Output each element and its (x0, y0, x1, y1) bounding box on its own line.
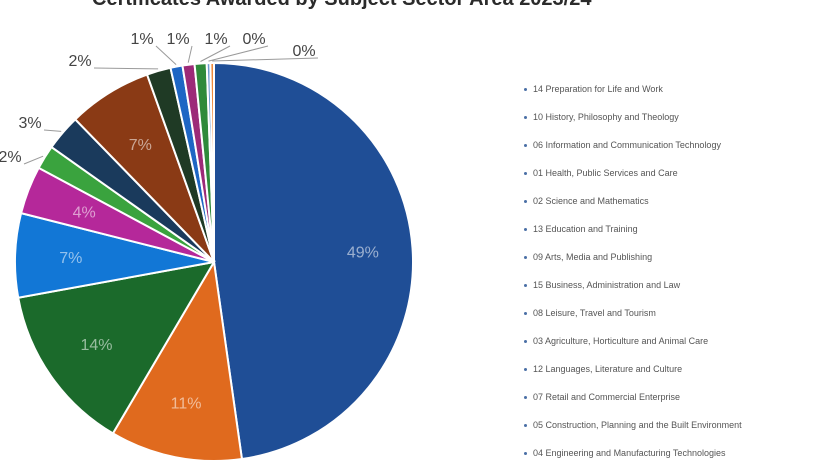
slice-label-09-arts-media-and-publishing: 3% (18, 115, 41, 132)
slice-label-03-agriculture-horticulture-and-animal-care: 1% (130, 31, 153, 48)
leader-line-04-engineering-and-manufacturing-technologies (212, 57, 319, 62)
leader-line-07-retail-and-commercial-enterprise (200, 45, 231, 62)
legend-bullet-icon (524, 452, 527, 455)
legend-bullet-icon (524, 256, 527, 259)
leader-line-13-education-and-training (23, 155, 44, 165)
legend-label: 01 Health, Public Services and Care (533, 168, 678, 178)
legend-item-06-information-and-communication-technology: 06 Information and Communication Technol… (524, 136, 742, 164)
legend-bullet-icon (524, 396, 527, 399)
legend-bullet-icon (524, 172, 527, 175)
slice-label-10-history-philosophy-and-theology: 11% (171, 396, 202, 413)
legend-item-04-engineering-and-manufacturing-technologies: 04 Engineering and Manufacturing Technol… (524, 444, 742, 472)
legend-item-15-business-administration-and-law: 15 Business, Administration and Law (524, 276, 742, 304)
legend-bullet-icon (524, 284, 527, 287)
slice-label-13-education-and-training: 2% (0, 149, 22, 166)
legend-bullet-icon (524, 228, 527, 231)
slice-label-07-retail-and-commercial-enterprise: 1% (204, 31, 227, 48)
leader-line-09-arts-media-and-publishing (43, 129, 62, 132)
legend-bullet-icon (524, 340, 527, 343)
legend-item-03-agriculture-horticulture-and-animal-care: 03 Agriculture, Horticulture and Animal … (524, 332, 742, 360)
legend-bullet-icon (524, 144, 527, 147)
legend-item-14-preparation-for-life-and-work: 14 Preparation for Life and Work (524, 80, 742, 108)
legend-item-05-construction-planning-and-the-built-environment: 05 Construction, Planning and the Built … (524, 416, 742, 444)
legend-label: 07 Retail and Commercial Enterprise (533, 392, 681, 402)
pie-slice-14-preparation-for-life-and-work (213, 61, 414, 461)
pie-slice-10-history-philosophy-and-theology (111, 259, 244, 462)
legend-item-13-education-and-training: 13 Education and Training (524, 220, 742, 248)
slice-label-01-health-public-services-and-care: 7% (59, 250, 82, 267)
pie-slice-06-information-and-communication-technology (17, 260, 216, 435)
leader-line-03-agriculture-horticulture-and-animal-care (155, 45, 177, 65)
legend: 14 Preparation for Life and Work 10 Histo… (524, 80, 742, 472)
legend-item-10-history-philosophy-and-theology: 10 History, Philosophy and Theology (524, 108, 742, 136)
legend-item-02-science-and-mathematics: 02 Science and Mathematics (524, 192, 742, 220)
leader-line-12-languages-literature-and-culture (187, 45, 193, 63)
legend-label: 15 Business, Administration and Law (533, 280, 681, 290)
leader-line-05-construction-planning-and-the-built-environment (208, 45, 269, 62)
slice-label-02-science-and-mathematics: 4% (73, 205, 96, 222)
legend-label: 08 Leisure, Travel and Tourism (533, 308, 656, 318)
legend-label: 12 Languages, Literature and Culture (533, 364, 683, 374)
chart-title: Certificates Awarded by Subject Sector A… (92, 0, 732, 11)
legend-label: 10 History, Philosophy and Theology (533, 112, 679, 122)
legend-bullet-icon (524, 200, 527, 203)
slice-label-12-languages-literature-and-culture: 1% (166, 31, 189, 48)
pie-slice-04-engineering-and-manufacturing-technologies (209, 61, 215, 263)
legend-bullet-icon (524, 88, 527, 91)
legend-bullet-icon (524, 424, 527, 427)
legend-bullet-icon (524, 116, 527, 119)
legend-label: 06 Information and Communication Technol… (533, 140, 721, 150)
legend-label: 03 Agriculture, Horticulture and Animal … (533, 336, 709, 346)
legend-item-09-arts-media-and-publishing: 09 Arts, Media and Publishing (524, 248, 742, 276)
legend-label: 04 Engineering and Manufacturing Technol… (533, 448, 726, 458)
legend-label: 13 Education and Training (533, 224, 638, 234)
slice-label-06-information-and-communication-technology: 14% (80, 337, 112, 354)
legend-label: 09 Arts, Media and Publishing (533, 252, 653, 262)
leader-line-08-leisure-travel-and-tourism (93, 67, 159, 70)
legend-label: 05 Construction, Planning and the Built … (533, 420, 742, 430)
legend-label: 02 Science and Mathematics (533, 196, 649, 206)
legend-bullet-icon (524, 312, 527, 315)
legend-item-01-health-public-services-and-care: 01 Health, Public Services and Care (524, 164, 742, 192)
legend-label: 14 Preparation for Life and Work (533, 84, 663, 94)
legend-item-12-languages-literature-and-culture: 12 Languages, Literature and Culture (524, 360, 742, 388)
slice-label-08-leisure-travel-and-tourism: 2% (68, 53, 91, 70)
slice-label-05-construction-planning-and-the-built-environment: 0% (242, 31, 265, 48)
slice-label-04-engineering-and-manufacturing-technologies: 0% (292, 43, 315, 60)
legend-bullet-icon (524, 368, 527, 371)
legend-item-08-leisure-travel-and-tourism: 08 Leisure, Travel and Tourism (524, 304, 742, 332)
slice-label-15-business-administration-and-law: 7% (129, 137, 152, 154)
legend-item-07-retail-and-commercial-enterprise: 07 Retail and Commercial Enterprise (524, 388, 742, 416)
slice-label-14-preparation-for-life-and-work: 49% (347, 245, 379, 262)
